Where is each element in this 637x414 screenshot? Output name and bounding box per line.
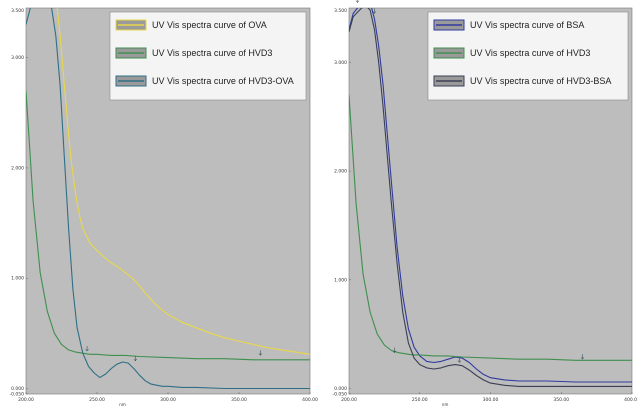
x-tick-label: 300.00 bbox=[483, 397, 499, 403]
x-tick-label: 300.00 bbox=[160, 397, 176, 403]
series-line-1 bbox=[26, 90, 310, 361]
legend-label: UV Vis spectra curve of HVD3-OVA bbox=[152, 76, 294, 86]
series-line-0 bbox=[349, 8, 632, 383]
legend-label: UV Vis spectra curve of HVD3-BSA bbox=[470, 76, 611, 86]
y-tick-label: 2.000 bbox=[334, 169, 347, 175]
y-tick-label: 1.000 bbox=[334, 277, 347, 283]
x-axis-label: nm bbox=[119, 402, 126, 407]
y-tick-label: 3.000 bbox=[11, 55, 24, 61]
series-line-2 bbox=[349, 8, 632, 387]
peak-marker bbox=[372, 8, 377, 14]
x-tick-label: 250.00 bbox=[89, 397, 105, 403]
series-line-0 bbox=[56, 8, 310, 355]
x-tick-label: 200.00 bbox=[18, 397, 34, 403]
peak-marker bbox=[85, 345, 89, 352]
y-tick-label: 0.000 bbox=[11, 386, 24, 392]
y-tick-label: 2.000 bbox=[11, 165, 24, 171]
x-tick-label: 200.00 bbox=[341, 397, 357, 403]
y-tick-label: 3.500 bbox=[11, 8, 24, 14]
y-tick-label: -0.050 bbox=[9, 392, 24, 398]
y-tick-label: 1.000 bbox=[11, 276, 24, 282]
peak-marker bbox=[457, 357, 462, 363]
y-tick-label: -0.050 bbox=[332, 392, 347, 398]
legend-label: UV Vis spectra curve of HVD3 bbox=[470, 48, 590, 58]
series-line-1 bbox=[349, 94, 632, 361]
x-axis-label: nm bbox=[442, 402, 449, 407]
peak-marker bbox=[580, 354, 585, 360]
x-tick-label: 350.00 bbox=[553, 397, 569, 403]
legend-label: UV Vis spectra curve of HVD3 bbox=[152, 48, 272, 58]
peak-marker bbox=[133, 355, 138, 362]
x-tick-label: 350.00 bbox=[231, 397, 247, 403]
x-tick-label: 250.00 bbox=[412, 397, 428, 403]
legend-label: UV Vis spectra curve of OVA bbox=[152, 20, 267, 30]
peak-marker bbox=[258, 350, 262, 356]
y-tick-label: 3.000 bbox=[334, 60, 347, 66]
y-tick-label: 3.500 bbox=[334, 8, 347, 14]
legend-label: UV Vis spectra curve of BSA bbox=[470, 20, 584, 30]
x-tick-label: 400.00 bbox=[302, 397, 318, 403]
peak-marker bbox=[392, 347, 396, 354]
peak-marker bbox=[355, 0, 360, 3]
x-tick-label: 400.00 bbox=[624, 397, 637, 403]
series-line-2 bbox=[26, 8, 310, 390]
y-tick-label: 0.000 bbox=[334, 386, 347, 392]
